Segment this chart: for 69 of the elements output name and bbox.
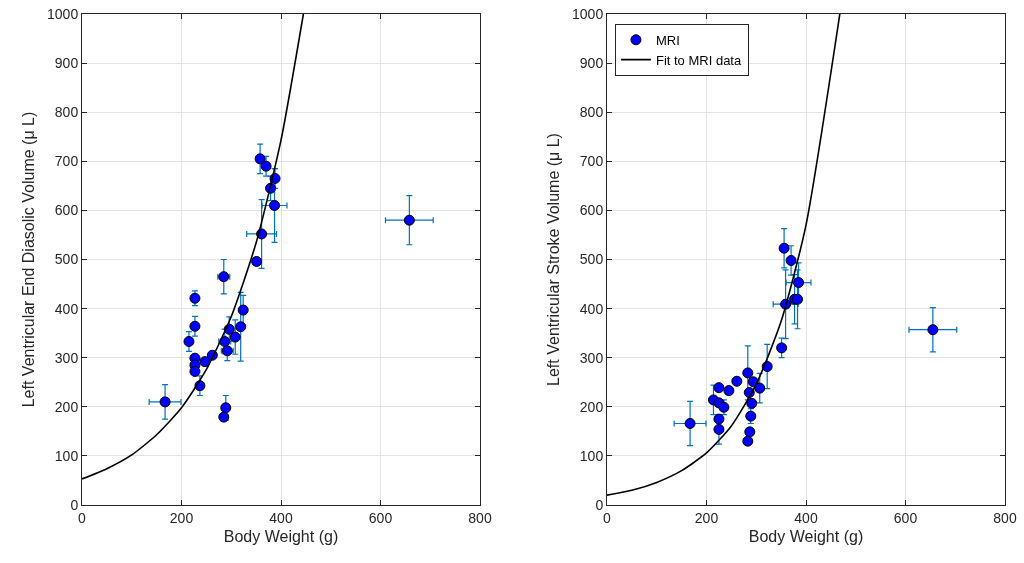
y-axis-title: Left Ventricular End Diasolic Volume (μ L) bbox=[19, 111, 37, 408]
x-tick-label: 200 bbox=[169, 509, 194, 526]
point bbox=[199, 356, 211, 368]
line-series bbox=[82, 14, 305, 480]
point bbox=[183, 336, 195, 347]
point bbox=[793, 277, 805, 289]
point bbox=[260, 160, 272, 172]
y-tick-label: 1000 bbox=[572, 5, 604, 22]
y-tick-label: 600 bbox=[54, 202, 79, 219]
y-tick-label: 200 bbox=[54, 398, 79, 415]
point bbox=[237, 304, 249, 316]
point bbox=[403, 214, 415, 226]
point bbox=[723, 385, 735, 397]
x-axis-title: Body Weight (g) bbox=[748, 528, 864, 546]
point bbox=[785, 254, 797, 266]
y-tick-label: 100 bbox=[579, 447, 604, 464]
point bbox=[713, 413, 725, 425]
y-tick-label: 200 bbox=[579, 398, 604, 415]
y-tick-label: 900 bbox=[54, 55, 79, 71]
y-tick-label: 500 bbox=[54, 251, 79, 268]
point bbox=[229, 331, 241, 343]
point bbox=[218, 411, 230, 423]
x-tick-label: 800 bbox=[468, 509, 492, 526]
y-tick-label: 600 bbox=[579, 202, 604, 219]
point bbox=[159, 396, 171, 408]
point bbox=[684, 417, 696, 429]
y-axis-title: Left Ventricular Stroke Volume (μ L) bbox=[544, 133, 562, 386]
legend-label: MRI bbox=[655, 32, 680, 48]
point bbox=[927, 324, 939, 336]
point bbox=[754, 382, 766, 394]
y-tick-label: 100 bbox=[54, 447, 79, 464]
point bbox=[713, 423, 725, 435]
x-tick-label: 400 bbox=[269, 509, 293, 526]
x-tick-label: 800 bbox=[993, 509, 1017, 526]
point bbox=[713, 382, 725, 394]
y-tick-label: 500 bbox=[579, 251, 604, 268]
point bbox=[742, 367, 754, 379]
y-tick-label: 400 bbox=[54, 300, 79, 317]
point bbox=[744, 426, 756, 438]
line-series bbox=[607, 14, 841, 496]
point bbox=[220, 402, 232, 414]
y-tick-label: 0 bbox=[70, 496, 79, 513]
y-tick-label: 700 bbox=[579, 153, 604, 170]
y-tick-label: 1000 bbox=[47, 5, 79, 22]
point bbox=[251, 255, 263, 267]
x-tick-label: 400 bbox=[794, 509, 818, 526]
y-tick-label: 800 bbox=[54, 104, 79, 121]
x-tick-label: 600 bbox=[368, 509, 393, 526]
y-tick-label: 300 bbox=[54, 349, 79, 366]
point bbox=[189, 320, 201, 332]
y-tick-label: 400 bbox=[579, 300, 604, 317]
point bbox=[269, 199, 281, 211]
y-tick-label: 300 bbox=[579, 349, 604, 366]
y-tick-label: 700 bbox=[54, 153, 79, 170]
x-tick-label: 600 bbox=[893, 509, 918, 526]
point bbox=[742, 435, 754, 447]
legend-label: Fit to MRI data bbox=[655, 52, 742, 68]
y-tick-label: 900 bbox=[579, 55, 604, 71]
point bbox=[235, 321, 247, 333]
x-axis-title: Body Weight (g) bbox=[223, 528, 339, 546]
point bbox=[731, 375, 743, 387]
point bbox=[776, 342, 788, 354]
point bbox=[778, 242, 790, 254]
y-tick-label: 0 bbox=[595, 496, 604, 513]
point bbox=[254, 153, 266, 165]
point bbox=[746, 397, 758, 409]
point bbox=[189, 365, 201, 377]
y-tick-label: 800 bbox=[579, 104, 604, 121]
x-tick-label: 200 bbox=[694, 509, 719, 526]
